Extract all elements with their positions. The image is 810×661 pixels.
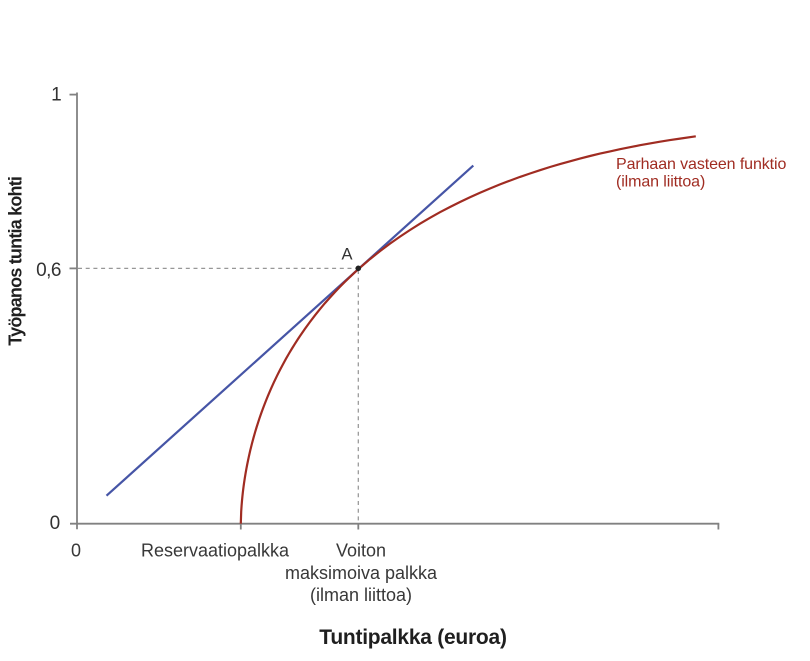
svg-text:0,6: 0,6: [36, 260, 61, 281]
svg-text:0: 0: [50, 513, 61, 534]
svg-text:0: 0: [71, 541, 81, 561]
svg-text:1: 1: [51, 85, 62, 106]
svg-text:(ilman liittoa): (ilman liittoa): [616, 174, 705, 191]
svg-text:(ilman liittoa): (ilman liittoa): [310, 585, 412, 605]
svg-text:Voiton: Voiton: [336, 541, 386, 561]
svg-text:Parhaan vasteen funktio: Parhaan vasteen funktio: [616, 156, 786, 173]
svg-text:A: A: [341, 246, 352, 264]
svg-text:Tuntipalkka (euroa): Tuntipalkka (euroa): [319, 626, 506, 649]
svg-text:maksimoiva palkka: maksimoiva palkka: [285, 563, 438, 583]
svg-text:Reservaatiopalkka: Reservaatiopalkka: [141, 541, 290, 561]
svg-text:Työpanos tuntia kohti: Työpanos tuntia kohti: [6, 177, 26, 346]
